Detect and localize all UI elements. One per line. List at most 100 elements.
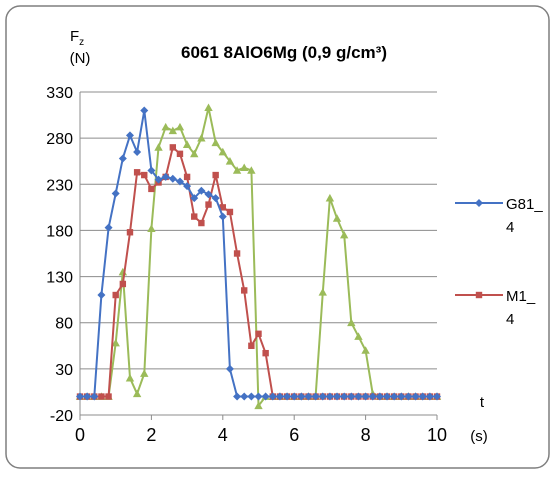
y-axis-label-main: F	[70, 28, 79, 45]
y-tick-label: 130	[46, 270, 73, 287]
data-point	[83, 392, 92, 401]
data-point	[183, 173, 191, 181]
data-point	[211, 194, 220, 203]
plot-area	[75, 103, 442, 410]
data-point	[140, 106, 149, 115]
data-point	[111, 338, 120, 347]
data-point	[112, 291, 119, 299]
data-point	[262, 349, 269, 357]
data-point	[225, 157, 235, 165]
data-point	[154, 143, 163, 151]
data-point	[204, 103, 213, 112]
data-point	[290, 392, 299, 401]
data-point	[261, 392, 270, 401]
data-point	[198, 219, 205, 227]
data-point	[311, 392, 320, 401]
data-point	[240, 163, 249, 172]
data-point	[219, 204, 226, 211]
data-point	[76, 392, 84, 401]
legend: G81_4M1_4	[455, 196, 543, 328]
data-point	[104, 223, 113, 232]
data-point	[191, 213, 198, 220]
data-point	[297, 392, 306, 401]
legend-label: G81_	[506, 196, 543, 213]
data-point	[333, 392, 342, 401]
data-point	[347, 392, 356, 401]
data-point	[175, 122, 185, 131]
data-point	[132, 389, 142, 398]
data-point	[225, 364, 234, 373]
axes: -20 30 80 130 180 230 280 330 0 2 4 6 8 10	[46, 85, 447, 445]
data-point	[154, 175, 163, 184]
legend-label: 4	[506, 219, 514, 236]
data-point	[169, 144, 177, 151]
data-point	[247, 392, 256, 401]
data-point	[375, 392, 384, 401]
data-point	[361, 346, 370, 354]
data-point	[111, 189, 120, 198]
data-point	[148, 185, 155, 193]
data-point	[147, 224, 156, 232]
data-point	[232, 166, 242, 174]
data-point	[190, 194, 199, 203]
data-point	[183, 182, 192, 191]
y-axis-unit: (N)	[70, 50, 91, 67]
data-point	[383, 392, 392, 401]
y-tick-label: 80	[55, 316, 73, 333]
legend-entry-2: M1_4	[455, 288, 536, 328]
data-point	[347, 318, 356, 327]
data-point	[119, 280, 127, 288]
y-axis-label: Fz	[70, 28, 84, 48]
data-point	[283, 392, 292, 401]
data-point	[240, 392, 249, 401]
data-point	[218, 147, 227, 156]
data-point	[325, 392, 334, 401]
data-point	[226, 208, 234, 216]
data-point	[211, 138, 220, 147]
data-point	[161, 122, 170, 131]
data-point	[404, 392, 413, 401]
data-point	[418, 392, 427, 401]
x-axis-unit: (s)	[470, 428, 488, 445]
data-point	[354, 392, 363, 401]
data-point	[318, 288, 327, 296]
data-point	[125, 373, 135, 382]
data-point	[325, 193, 335, 202]
data-point	[254, 401, 263, 410]
data-point	[425, 392, 434, 401]
data-point	[241, 287, 248, 294]
y-tick-label: 280	[46, 131, 73, 148]
x-tick-label: 4	[218, 425, 228, 445]
y-tick-label: 330	[46, 85, 73, 102]
x-tick-label: 6	[289, 425, 299, 445]
data-point	[176, 150, 184, 158]
legend-label: 4	[506, 311, 514, 328]
data-point	[268, 392, 277, 401]
data-point	[197, 133, 206, 142]
data-point	[168, 126, 178, 135]
data-point	[390, 392, 399, 401]
chart-title: 6061 8AlO6Mg (0,9 g/cm³)	[181, 43, 387, 62]
data-point	[197, 186, 206, 195]
data-point	[90, 392, 99, 401]
x-tick-label: 0	[75, 425, 85, 445]
x-tick-label: 2	[146, 425, 156, 445]
data-point	[332, 214, 342, 222]
data-point	[205, 201, 212, 208]
y-tick-label: 230	[46, 177, 73, 194]
data-point	[411, 392, 420, 401]
y-tick-label: 180	[46, 223, 73, 240]
legend-entry-1: G81_ 4	[455, 196, 543, 236]
data-point	[255, 330, 262, 337]
legend-label: M1_	[506, 288, 536, 305]
data-point	[126, 229, 134, 236]
data-point	[182, 140, 192, 148]
data-point	[275, 392, 284, 401]
data-point	[247, 166, 256, 174]
data-point	[397, 392, 406, 401]
legend-marker	[475, 291, 483, 299]
x-axis-label: t	[480, 394, 485, 411]
data-point	[233, 392, 242, 401]
data-point	[97, 291, 106, 300]
